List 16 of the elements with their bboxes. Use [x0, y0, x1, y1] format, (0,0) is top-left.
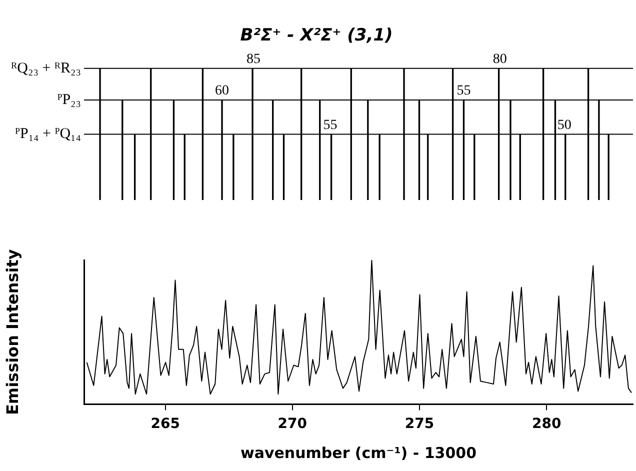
annotation: 50: [557, 118, 572, 133]
x-tick-label: 270: [278, 416, 308, 432]
chart-title: B²Σ⁺ - X²Σ⁺ (3,1): [240, 26, 393, 46]
annotation: 60: [215, 84, 230, 99]
x-tick-label: 275: [404, 416, 434, 432]
x-axis-title: wavenumber (cm⁻¹) - 13000: [240, 444, 477, 462]
annotation: 85: [246, 52, 261, 68]
annotation: 55: [456, 84, 471, 99]
annotation: 80: [492, 52, 507, 68]
x-tick-label: 280: [532, 416, 562, 432]
y-axis-title: Emission Intensity: [2, 248, 22, 416]
x-tick-label: 265: [150, 416, 180, 432]
ref-line-label: ᴾP₂₃: [57, 92, 81, 108]
ref-line-label: ᴿQ₂₃ + ᴿR₂₃: [10, 60, 81, 76]
ref-line-label: ᴾP₁₄ + ᴾQ₁₄: [15, 126, 81, 142]
annotation: 55: [323, 118, 338, 133]
